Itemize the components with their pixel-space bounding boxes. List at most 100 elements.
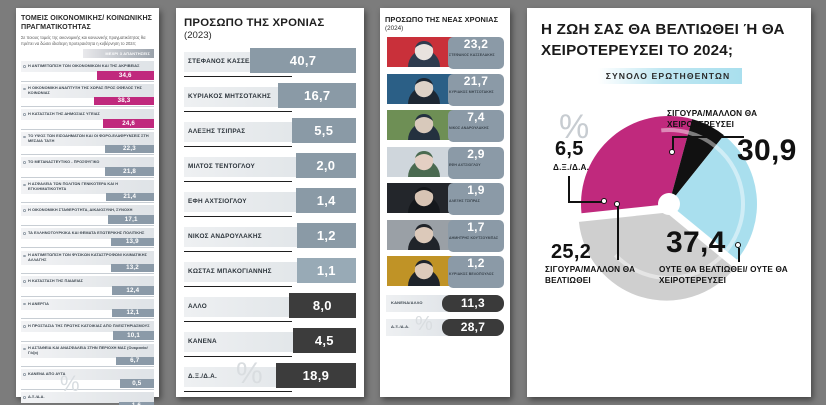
- panel3-flat-name: ΚΑΝΕΝΑ/ΑΛΛΟ: [391, 299, 423, 305]
- panel1-row: Η ΟΙΚΟΝΟΜΙΚΗ ΣΤΑΘΕΡΟΤΗΤΑ, ΔΙΚΑΙΟΣΥΝΗ, ΣΥ…: [21, 205, 154, 226]
- panel1-value-row: 24,6: [21, 119, 154, 128]
- panel1-row-label: Η ΚΑΤΑΣΤΑΣΗ ΤΗΣ ΔΗΜΟΣΙΑΣ ΥΓΕΙΑΣ: [28, 112, 100, 117]
- panel1-row-value: 21,8: [105, 167, 154, 176]
- panel1-row: Η ΑΝΤΙΜΕΤΩΠΙΣΗ ΤΩΝ ΦΥΣΙΚΩΝ ΚΑΤΑΣΤΡΟΦΩΝ/ …: [21, 250, 154, 274]
- panel2-row-name: ΕΦΗ ΑΧΤΣΙΟΓΛΟΥ: [188, 198, 247, 205]
- panel1-row-label: Η ΑΣΤΑΘΕΙΑ ΚΑΙ ΑΝΑΣΦΑΛΕΙΑ ΣΤΗΝ ΠΕΡΙΟΧΗ Μ…: [28, 345, 148, 355]
- panel2-year: (2023): [184, 30, 212, 41]
- label-worse-text: ΣΙΓΟΥΡΑ/ΜΑΛΛΟΝ ΘΑ ΧΕΙΡΟΤΕΡΕΥΣΕΙ: [667, 109, 758, 130]
- panel2-row-value: 5,5: [314, 123, 334, 138]
- panel2-row-bar: 8,0: [288, 293, 356, 318]
- pie-center-hub: [658, 193, 680, 216]
- panel1-row: ΤΟ ΥΨΟΣ ΤΩΝ ΕΙΣΟΔΗΜΑΤΩΝ ΚΑΙ ΟΙ ΦΟΡΟ-ΕΛΑΦ…: [21, 131, 154, 155]
- panel1-row-value: 6,7: [115, 356, 154, 366]
- leader-dot-dk: [601, 198, 607, 205]
- panel1-label-band: ΤΟ ΜΕΤΑΝΑΣΤΕΥΤΙΚΟ - ΠΡΟΣΦΥΓΙΚΟ: [21, 157, 154, 169]
- panel3-row-name: ΣΤΕΦΑΝΟΣ ΚΑΣΣΕΛΑΚΗΣ: [449, 53, 495, 58]
- panel1-label-band: Δ.Ξ./Δ.Α.: [21, 391, 154, 403]
- panel1-row: Η ΠΡΟΣΤΑΣΙΑ ΤΗΣ ΠΡΩΤΗΣ ΚΑΤΟΙΚΙΑΣ ΑΠΟ ΠΛΕ…: [21, 321, 154, 342]
- panel2-row-rule: [184, 75, 292, 77]
- panel1-row-rule: [21, 224, 154, 226]
- panel3-row-name: ΔΗΜΗΤΡΗΣ ΚΟΥΤΣΟΥΜΠΑΣ: [449, 235, 499, 240]
- panel3-row-name: ΝΙΚΟΣ ΑΝΔΡΟΥΛΑΚΗΣ: [449, 126, 489, 131]
- label-neither: ΟΥΤΕ ΘΑ ΒΕΛΤΙΩΘΕΙ/ ΟΥΤΕ ΘΑ ΧΕΙΡΟΤΕΡΕΥΣΕΙ: [659, 264, 799, 286]
- panel2-row-bar: 1,4: [296, 188, 356, 213]
- bullet-icon: [23, 395, 26, 399]
- panel1-label-band: Η ΑΝΤΙΜΕΤΩΠΙΣΗ ΤΩΝ ΦΥΣΙΚΩΝ ΚΑΤΑΣΤΡΟΦΩΝ/ …: [21, 250, 154, 265]
- panel2-row-bar: 4,5: [292, 328, 356, 353]
- leader-neither-vertical: [738, 248, 740, 263]
- panel2-row-value: 4,5: [314, 333, 334, 348]
- label-worse-value-wrap: 30,9: [737, 134, 797, 168]
- panel1-label-band: Η ΑΣΤΑΘΕΙΑ ΚΑΙ ΑΝΑΣΦΑΛΕΙΑ ΣΤΗΝ ΠΕΡΙΟΧΗ Μ…: [21, 343, 154, 358]
- panel1-label-band: Η ΑΝΤΙΜΕΤΩΠΙΣΗ ΤΩΝ ΟΙΚΟΝΟΜΙΚΩΝ ΚΑΙ ΤΗΣ Α…: [21, 61, 154, 73]
- panel1-row-label: Η ΑΝΤΙΜΕΤΩΠΙΣΗ ΤΩΝ ΟΙΚΟΝΟΜΙΚΩΝ ΚΑΙ ΤΗΣ Α…: [28, 64, 140, 69]
- panel1-row: ΤΑ ΕΛΛΗΝΟΤΟΥΡΚΙΚΑ ΚΑΙ ΘΕΜΑΤΑ ΕΞΩΤΕΡΙΚΗΣ …: [21, 227, 154, 249]
- panel-life-better-or-worse: Η ΖΩΗ ΣΑΣ ΘΑ ΒΕΛΤΙΩΘΕΙ Ή ΘΑ ΧΕΙΡΟΤΕΡΕΥΣΕ…: [527, 8, 811, 397]
- panel1-value-row: 1,6: [21, 401, 154, 405]
- panel3-flat-pill: 28,7: [442, 318, 504, 336]
- panel1-row-rule: [21, 247, 154, 249]
- panel3-row-name: ΑΛΕΞΗΣ ΤΣΙΠΡΑΣ: [449, 199, 480, 204]
- panel1-label-band: Η ΑΣΦΑΛΕΙΑ ΤΩΝ ΠΟΛΙΤΩΝ ΓΕΝΙΚΟΤΕΡΑ ΚΑΙ Η …: [21, 179, 154, 194]
- panel-person-of-new-year-2024: ΠΡΟΣΩΠΟ ΤΗΣ ΝΕΑΣ ΧΡΟΝΙΑΣ (2024) 23,2 ΣΤΕΦ…: [380, 8, 510, 397]
- panel1-row-value: 13,2: [111, 263, 154, 273]
- panel2-row-name: ΚΩΣΤΑΣ ΜΠΑΚΟΓΙΑΝΝΗΣ: [188, 268, 272, 275]
- label-dk-text: Δ.Ξ./Δ.Α.: [553, 163, 590, 173]
- panel2-row-bar: 18,9: [275, 363, 356, 388]
- panel1-row-value: 17,1: [108, 215, 154, 224]
- panel2-row-name: ΜΙΛΤΟΣ ΤΕΝΤΟΓΛΟΥ: [188, 163, 256, 170]
- panel3-row: 21,7 ΚΥΡΙΑΚΟΣ ΜΗΤΣΟΤΑΚΗΣ: [385, 73, 505, 110]
- panel1-row-label: ΤΑ ΕΛΛΗΝΟΤΟΥΡΚΙΚΑ ΚΑΙ ΘΕΜΑΤΑ ΕΞΩΤΕΡΙΚΗΣ …: [28, 230, 145, 235]
- panel4-subtitle-wrap: ΣΥΝΟΛΟ ΕΡΩΤΗΘΕΝΤΩΝ: [541, 68, 799, 85]
- panel1-row-label: Η ΑΣΦΑΛΕΙΑ ΤΩΝ ΠΟΛΙΤΩΝ ΓΕΝΙΚΟΤΕΡΑ ΚΑΙ Η …: [28, 181, 119, 191]
- panel1-label-band: Η ΠΡΟΣΤΑΣΙΑ ΤΗΣ ΠΡΩΤΗΣ ΚΑΤΟΙΚΙΑΣ ΑΠΟ ΠΛΕ…: [21, 321, 154, 333]
- bullet-icon: [23, 325, 26, 328]
- label-worse: ΣΙΓΟΥΡΑ/ΜΑΛΛΟΝ ΘΑ ΧΕΙΡΟΤΕΡΕΥΣΕΙ: [667, 108, 799, 130]
- panel1-label-band: ΤΟ ΥΨΟΣ ΤΩΝ ΕΙΣΟΔΗΜΑΤΩΝ ΚΑΙ ΟΙ ΦΟΡΟ-ΕΛΑΦ…: [21, 131, 154, 146]
- panel1-row-label: Η ΟΙΚΟΝΟΜΙΚΗ ΑΝΑΠΤΥΞΗ ΤΗΣ ΧΩΡΑΣ ΠΡΟΣ ΟΦΕ…: [28, 85, 142, 95]
- panel2-row: ΚΑΝΕΝΑ 4,5: [184, 328, 356, 363]
- panel3-flat-band: [386, 294, 447, 312]
- label-better-value-wrap: 25,2: [551, 241, 591, 264]
- panel2-row-name: ΚΑΝΕΝΑ: [188, 338, 217, 345]
- panel3-row-value: 2,9: [467, 146, 485, 161]
- panel3-row-value: 7,4: [467, 110, 485, 125]
- panel1-row: ΚΑΝΕΝΑ ΑΠΟ ΑΥΤΑ 0,5: [21, 369, 154, 390]
- panel1-value-row: 0,5: [21, 379, 154, 388]
- panel1-row-rule: [21, 202, 154, 204]
- panel1-percent-symbol: %: [60, 371, 80, 396]
- panel1-row-value: 10,1: [113, 331, 154, 340]
- panel3-year: (2024): [385, 25, 404, 33]
- panel1-row-label: Η ΚΑΤΑΣΤΑΣΗ ΤΗΣ ΠΑΙΔΕΙΑΣ: [28, 279, 84, 284]
- panel3-flat-band: [386, 318, 447, 336]
- panel1-row-label: Η ΠΡΟΣΤΑΣΙΑ ΤΗΣ ΠΡΩΤΗΣ ΚΑΤΟΙΚΙΑΣ ΑΠΟ ΠΛΕ…: [28, 324, 150, 329]
- panel1-row-rule: [21, 80, 154, 82]
- panel4-percent-symbol: %: [559, 108, 590, 147]
- pie-slice: [669, 135, 757, 260]
- panel1-row-value: 21,4: [105, 192, 154, 202]
- panel1-row-value: 13,9: [110, 237, 154, 247]
- panel1-label-band: ΚΑΝΕΝΑ ΑΠΟ ΑΥΤΑ: [21, 369, 154, 381]
- bullet-icon: [23, 302, 26, 306]
- panel3-row-name: ΚΥΡΙΑΚΟΣ ΜΗΤΣΟΤΑΚΗΣ: [449, 89, 494, 94]
- panel1-row-value: 24,6: [103, 119, 154, 128]
- panel1-value-row: 13,9: [21, 237, 154, 247]
- label-neither-value: 37,4: [666, 226, 726, 260]
- panel2-row: ΣΤΕΦΑΝΟΣ ΚΑΣΣΕΛΑΚΗΣ 40,7: [184, 48, 356, 83]
- label-better: ΣΙΓΟΥΡΑ/ΜΑΛΛΟΝ ΘΑ ΒΕΛΤΙΩΘΕΙ: [545, 264, 653, 286]
- panel3-row-value: 21,7: [463, 73, 489, 88]
- panel1-row-label: Η ΑΝΤΙΜΕΤΩΠΙΣΗ ΤΩΝ ΦΥΣΙΚΩΝ ΚΑΤΑΣΤΡΟΦΩΝ/ …: [28, 252, 147, 262]
- panel2-bar-list: ΣΤΕΦΑΝΟΣ ΚΑΣΣΕΛΑΚΗΣ 40,7 ΚΥΡΙΑΚΟΣ ΜΗΤΣΟΤΑΚ…: [184, 48, 356, 398]
- panel1-subtitle: Σε ποιους τομείς της οικονομικής και κοι…: [21, 35, 146, 46]
- panel3-value-pill: 7,4: [448, 110, 504, 143]
- panel2-percent-symbol: %: [236, 357, 263, 390]
- panel2-row-bar: 40,7: [250, 48, 356, 73]
- leader-dot-worse: [669, 149, 675, 156]
- panel2-row-value: 1,4: [316, 193, 336, 208]
- panel3-title: ΠΡΟΣΩΠΟ ΤΗΣ ΝΕΑΣ ΧΡΟΝΙΑΣ: [385, 15, 499, 24]
- panel1-row-label: ΤΟ ΥΨΟΣ ΤΩΝ ΕΙΣΟΔΗΜΑΤΩΝ ΚΑΙ ΟΙ ΦΟΡΟ-ΕΛΑΦ…: [28, 133, 149, 143]
- panel2-row-rule: [184, 215, 292, 217]
- panel1-row-label: ΤΟ ΜΕΤΑΝΑΣΤΕΥΤΙΚΟ - ΠΡΟΣΦΥΓΙΚΟ: [28, 160, 100, 165]
